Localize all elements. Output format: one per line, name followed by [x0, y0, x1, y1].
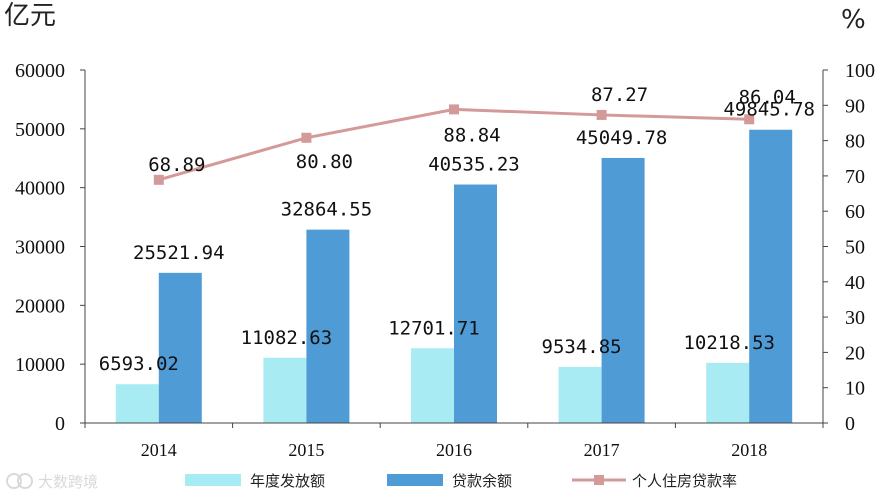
bar-annual-issuance-2018 [706, 362, 750, 423]
data-label-loan-balance-2017: 45049.78 [576, 127, 668, 149]
y-left-tick-label-30000: 30000 [15, 237, 65, 259]
watermark-text: 大数跨境 [38, 473, 98, 491]
y-right-tick-label-80: 80 [845, 131, 865, 153]
y-left-tick-label-10000: 10000 [15, 354, 65, 376]
point-housing-loan-rate-2014 [153, 174, 164, 185]
data-label-housing-loan-rate-2017: 87.27 [591, 84, 648, 106]
bar-annual-issuance-2016 [411, 348, 454, 423]
data-label-housing-loan-rate-2014: 68.89 [148, 154, 205, 176]
data-label-annual-issuance-2017: 9534.85 [542, 336, 622, 358]
point-housing-loan-rate-2015 [301, 132, 312, 143]
y-left-tick-label-40000: 40000 [15, 178, 65, 200]
data-label-annual-issuance-2018: 10218.53 [683, 332, 775, 354]
axes-layer: 0 10000 20000 30000 40000 50000 60000 0 10 20 30 40… [15, 60, 875, 460]
y-right-tick-label-50: 50 [845, 237, 865, 259]
legend-swatch-annual-issuance [185, 474, 241, 486]
watermark-logo-icon [6, 473, 22, 489]
data-label-housing-loan-rate-2015: 80.80 [296, 151, 353, 173]
data-labels-layer: 6593.02 25521.94 11082.63 32864.55 12701.71 4… [99, 84, 815, 375]
bar-annual-issuance-2014 [115, 384, 159, 423]
x-tick-label-2016: 2016 [436, 440, 472, 460]
data-label-loan-balance-2015: 32864.55 [281, 199, 373, 221]
legend-label-annual-issuance: 年度发放额 [250, 472, 325, 490]
bar-loan-balance-2017 [601, 157, 645, 423]
point-housing-loan-rate-2016 [449, 104, 459, 115]
y-right-tick-label-0: 0 [845, 413, 855, 435]
y-right-tick-label-10: 10 [845, 378, 865, 400]
y-right-tick-label-60: 60 [845, 201, 865, 223]
bar-annual-issuance-2015 [263, 357, 307, 423]
data-label-loan-balance-2016: 40535.23 [428, 154, 520, 176]
point-housing-loan-rate-2018 [744, 114, 755, 125]
bar-loan-balance-2014 [158, 272, 202, 423]
y-right-tick-label-20: 20 [845, 342, 865, 364]
data-label-annual-issuance-2015: 11082.63 [241, 327, 333, 349]
legend-marker-housing-loan-rate [594, 475, 604, 485]
y-right-tick-label-40: 40 [845, 272, 865, 294]
bar-loan-balance-2018 [749, 129, 793, 423]
left-axis-unit: 亿元 [4, 1, 56, 31]
x-tick-label-2018: 2018 [731, 440, 767, 460]
y-right-tick-label-90: 90 [845, 95, 865, 117]
y-left-tick-label-20000: 20000 [15, 295, 65, 317]
data-label-housing-loan-rate-2018: 86.04 [739, 86, 796, 108]
bar-loan-balance-2016 [454, 184, 497, 423]
y-left-tick-label-0: 0 [55, 413, 65, 435]
watermark-logo-icon-2 [17, 473, 33, 489]
legend-label-loan-balance: 贷款余额 [452, 472, 512, 490]
y-left-tick-label-60000: 60000 [15, 60, 65, 82]
y-left-tick-label-50000: 50000 [15, 119, 65, 141]
legend-label-housing-loan-rate: 个人住房贷款率 [632, 472, 737, 490]
y-right-tick-label-70: 70 [845, 166, 865, 188]
data-label-annual-issuance-2016: 12701.71 [388, 317, 480, 339]
right-axis-unit: % [841, 5, 866, 35]
bar-annual-issuance-2017 [558, 366, 602, 423]
data-label-housing-loan-rate-2016: 88.84 [443, 124, 500, 146]
bars-layer [115, 129, 793, 423]
x-tick-label-2017: 2017 [584, 440, 620, 460]
bar-loan-balance-2015 [306, 229, 350, 423]
x-tick-label-2015: 2015 [288, 440, 324, 460]
data-label-loan-balance-2014: 25521.94 [133, 242, 225, 264]
data-label-loan-balance-2018: 49845.78 [723, 99, 815, 121]
legend: 年度发放额 贷款余额 个人住房贷款率 [185, 472, 737, 490]
legend-swatch-loan-balance [387, 474, 443, 486]
line-layer [153, 104, 755, 185]
watermark: 大数跨境 [6, 473, 98, 491]
point-housing-loan-rate-2017 [596, 109, 607, 120]
x-tick-label-2014: 2014 [141, 440, 177, 460]
data-label-annual-issuance-2014: 6593.02 [99, 353, 179, 375]
y-right-tick-label-30: 30 [845, 307, 865, 329]
y-right-tick-label-100: 100 [845, 60, 875, 82]
